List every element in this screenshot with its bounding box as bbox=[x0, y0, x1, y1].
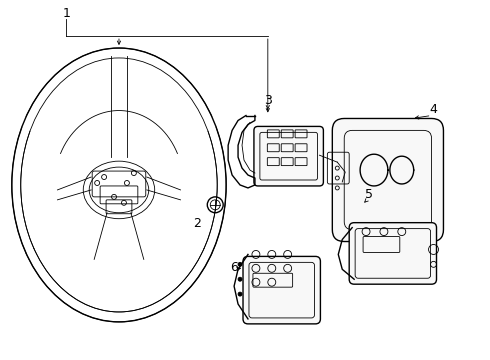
Text: 2: 2 bbox=[194, 217, 201, 230]
Text: 4: 4 bbox=[430, 103, 438, 116]
FancyBboxPatch shape bbox=[332, 118, 443, 242]
Circle shape bbox=[238, 292, 242, 296]
Text: 1: 1 bbox=[62, 7, 71, 20]
FancyBboxPatch shape bbox=[243, 256, 320, 324]
FancyBboxPatch shape bbox=[254, 126, 323, 186]
Text: 3: 3 bbox=[264, 94, 272, 107]
Circle shape bbox=[238, 262, 242, 266]
FancyBboxPatch shape bbox=[349, 223, 437, 284]
Circle shape bbox=[238, 277, 242, 281]
Text: 6: 6 bbox=[230, 261, 238, 274]
Text: 5: 5 bbox=[365, 188, 373, 201]
